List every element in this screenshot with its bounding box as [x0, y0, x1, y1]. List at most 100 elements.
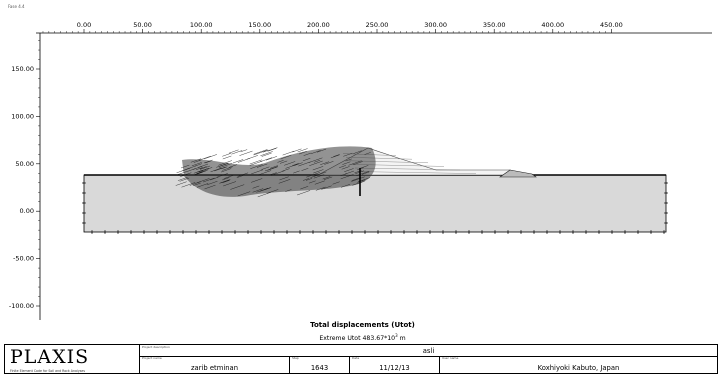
displacement-arrow	[264, 166, 278, 172]
plot-canvas[interactable]: 0.00 50.00 100.00 150.00 200.00 250.00 300.00 3…	[0, 0, 725, 345]
displacement-arrow	[296, 190, 311, 196]
displacement-arrow	[176, 168, 188, 174]
date-label: Date	[352, 356, 360, 360]
displacement-arrow	[278, 179, 291, 184]
fixity-markers	[82, 182, 668, 234]
bottom-fixity-mark	[286, 230, 288, 234]
displacement-arrow	[280, 154, 292, 160]
displacement-arrow	[267, 166, 279, 171]
displacement-arrow	[252, 188, 264, 193]
displacement-arrow	[219, 179, 231, 184]
displacement-arrow	[261, 152, 272, 157]
displacement-arrow	[214, 166, 226, 172]
displacement-arrow	[348, 160, 362, 166]
displacement-arrow	[230, 184, 245, 190]
displacement-arrow	[344, 168, 354, 173]
project-description-value: asli	[422, 347, 435, 355]
right-fixity-mark	[664, 222, 668, 224]
displacement-arrow	[216, 173, 229, 178]
bottom-fixity-mark	[91, 230, 93, 234]
displacement-arrow	[282, 150, 295, 156]
displacement-arrow	[297, 148, 308, 153]
displacement-arrow	[302, 158, 311, 162]
displacement-arrow	[237, 158, 250, 163]
displacement-arrow	[210, 167, 222, 173]
extreme-unit: m	[399, 335, 406, 343]
displacement-arrow	[240, 149, 248, 153]
extreme-value: Extreme Utot 483.67*103 m	[0, 333, 725, 342]
displacement-arrow	[292, 163, 299, 166]
displacement-arrow	[361, 171, 370, 175]
date-value: 11/12/13	[379, 364, 410, 372]
displacement-arrow	[313, 174, 325, 179]
bottom-fixity-mark	[598, 230, 600, 234]
step-cell: Step 1643	[289, 356, 349, 373]
displacement-arrow	[340, 174, 354, 180]
x-axis-ticks: 0.00 50.00 100.00 150.00 200.00 250.00 300.00 3…	[42, 21, 623, 33]
bottom-fixity-mark	[299, 230, 301, 234]
displacement-arrow	[223, 181, 237, 187]
displacement-arrow	[199, 165, 211, 170]
bottom-fixity-mark	[156, 230, 158, 234]
left-fixity-mark	[82, 202, 86, 204]
displacement-arrow	[262, 149, 270, 153]
displacement-arrow	[284, 161, 296, 166]
bottom-fixity-mark	[611, 230, 613, 234]
displacement-arrow	[191, 162, 202, 167]
bottom-fixity-mark	[325, 230, 327, 234]
date-cell: Date 11/12/13	[349, 356, 439, 373]
title-divider	[139, 356, 717, 357]
bottom-fixity-mark	[143, 230, 145, 234]
left-fixity-mark	[82, 212, 86, 214]
displacement-arrow	[251, 169, 263, 175]
displacement-arrow	[198, 167, 213, 173]
displacement-arrow	[195, 167, 203, 171]
displacement-arrow	[250, 164, 263, 169]
displacement-arrow	[320, 161, 330, 166]
right-fixity-mark	[664, 202, 668, 204]
toe-berm	[499, 169, 537, 178]
displacement-arrow	[199, 166, 207, 169]
displacement-arrow	[309, 160, 323, 166]
displacement-arrow	[260, 151, 273, 156]
displacement-arrow	[269, 165, 278, 169]
displacement-arrow	[181, 182, 196, 188]
displacement-arrow	[210, 176, 219, 181]
displacement-arrow	[186, 165, 197, 170]
displacement-arrow	[332, 181, 340, 185]
project-name-label: Project name	[142, 356, 162, 360]
displacement-arrow	[221, 168, 232, 173]
displacement-arrow	[203, 159, 213, 164]
bottom-fixity-mark	[637, 230, 639, 234]
displacement-arrow	[267, 148, 277, 152]
bottom-fixity-mark	[234, 230, 236, 234]
displacement-arrow	[253, 149, 268, 155]
displacement-arrow	[206, 180, 218, 186]
bottom-fixity-mark	[650, 230, 652, 234]
displacement-arrow	[257, 192, 271, 198]
soil-domain	[83, 174, 667, 233]
extreme-exponent: 3	[395, 333, 398, 338]
y-tick-label: 100.00	[11, 112, 34, 120]
user-value: Koxhiyoki Kabuto, Japan	[537, 364, 620, 372]
x-tick-label: 450.00	[600, 21, 623, 29]
bottom-fixity-mark	[520, 230, 522, 234]
displacement-arrow	[301, 168, 309, 171]
displacement-arrow	[196, 183, 209, 188]
displacement-arrow	[292, 148, 302, 153]
x-tick-label: 300.00	[424, 21, 447, 29]
y-tick-label: 50.00	[15, 160, 34, 168]
displacement-arrow	[193, 159, 202, 163]
displacement-arrow	[342, 161, 351, 165]
left-fixity-mark	[82, 222, 86, 224]
displacement-arrow	[222, 179, 230, 183]
displacement-arrow	[300, 186, 309, 190]
displacement-arrow	[308, 157, 323, 163]
bottom-fixity-mark	[559, 230, 561, 234]
bottom-fixity-mark	[195, 230, 197, 234]
displacement-arrow	[237, 191, 251, 197]
displacement-arrow	[257, 170, 272, 176]
displacement-arrow	[313, 159, 321, 163]
displacement-arrow	[194, 171, 203, 176]
project-description-label: Project description	[142, 345, 170, 349]
